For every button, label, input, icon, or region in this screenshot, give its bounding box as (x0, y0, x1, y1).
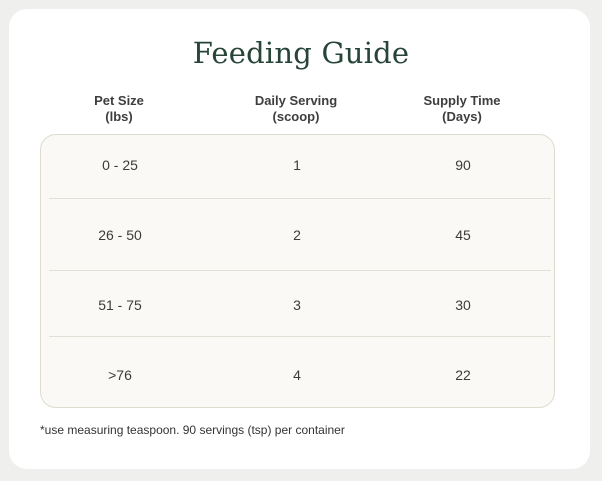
row-divider (49, 270, 551, 271)
cell-pet-size: 0 - 25 (102, 157, 138, 173)
row-divider (49, 198, 551, 199)
cell-daily-serving: 3 (293, 297, 301, 313)
table-row: 51 - 75 3 30 (41, 295, 554, 315)
header-supply-time: Supply Time (Days) (402, 93, 522, 125)
table-row: >76 4 22 (41, 365, 554, 385)
cell-supply-time: 22 (455, 367, 471, 383)
header-supply-time-unit: (Days) (442, 109, 482, 124)
page-title: Feeding Guide (192, 36, 410, 70)
feeding-table: 0 - 25 1 90 26 - 50 2 45 51 - 75 3 30 >7… (40, 134, 555, 408)
cell-supply-time: 90 (455, 157, 471, 173)
cell-pet-size: 51 - 75 (98, 297, 142, 313)
header-pet-size-unit: (lbs) (105, 109, 133, 124)
header-daily-serving: Daily Serving (scoop) (226, 93, 366, 125)
row-divider (49, 336, 551, 337)
table-header: Pet Size (lbs) Daily Serving (scoop) Sup… (0, 93, 602, 127)
cell-daily-serving: 1 (293, 157, 301, 173)
header-pet-size-label: Pet Size (94, 93, 144, 108)
cell-supply-time: 45 (455, 227, 471, 243)
header-pet-size: Pet Size (lbs) (59, 93, 179, 125)
cell-pet-size: 26 - 50 (98, 227, 142, 243)
cell-daily-serving: 2 (293, 227, 301, 243)
cell-supply-time: 30 (455, 297, 471, 313)
cell-daily-serving: 4 (293, 367, 301, 383)
table-row: 26 - 50 2 45 (41, 225, 554, 245)
cell-pet-size: >76 (108, 367, 132, 383)
header-supply-time-label: Supply Time (423, 93, 501, 108)
table-row: 0 - 25 1 90 (41, 155, 554, 175)
footnote: *use measuring teaspoon. 90 servings (ts… (40, 423, 345, 437)
header-daily-serving-unit: (scoop) (272, 109, 320, 124)
header-daily-serving-label: Daily Serving (254, 93, 338, 108)
